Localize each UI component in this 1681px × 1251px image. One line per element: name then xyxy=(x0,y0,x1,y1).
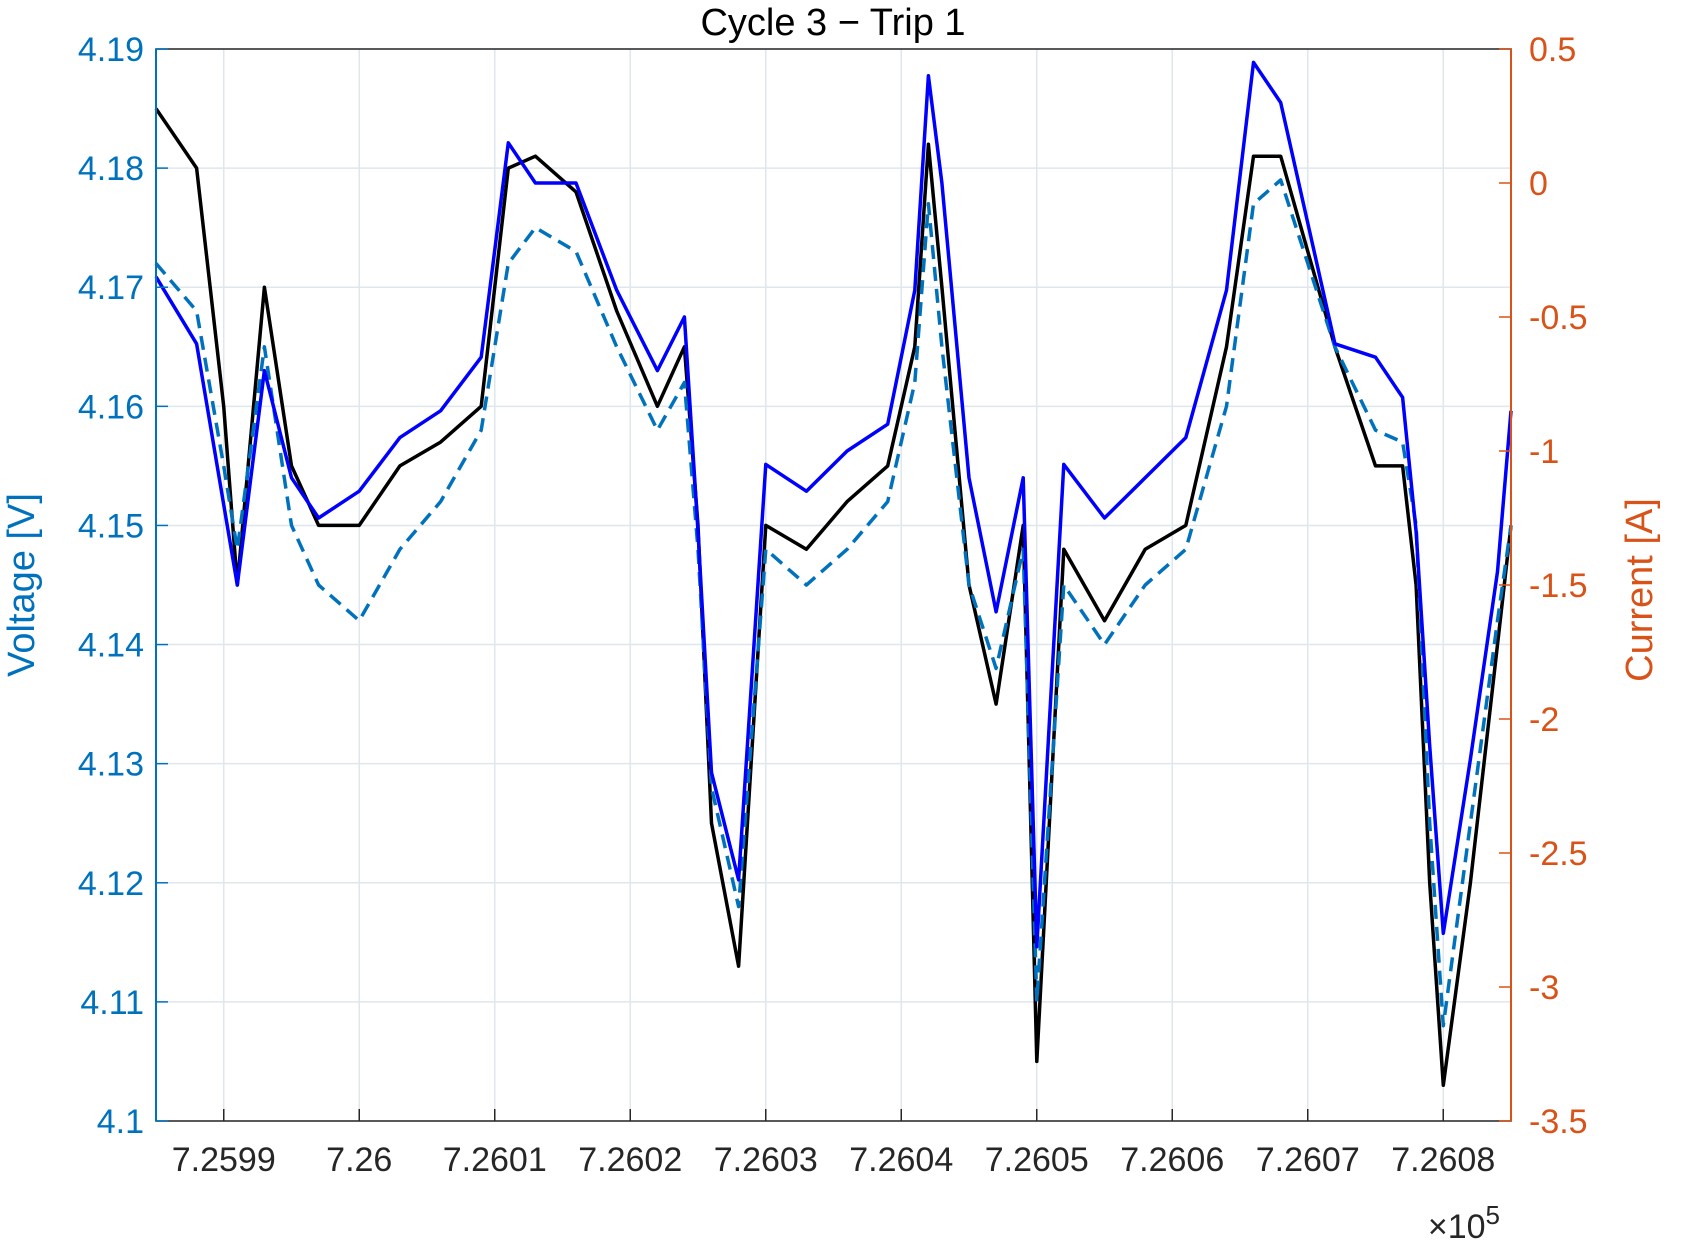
x-tick-label: 7.2603 xyxy=(714,1141,818,1179)
x-tick-label: 7.2605 xyxy=(985,1141,1089,1179)
left-tick-label: 4.15 xyxy=(78,507,144,545)
current-series-blue xyxy=(154,60,1513,949)
voltage-series-black xyxy=(154,107,1513,1088)
right-tick-label: -3.5 xyxy=(1529,1103,1588,1141)
left-axis-label: Voltage [V] xyxy=(1,493,43,677)
right-tick-label: 0 xyxy=(1529,165,1548,203)
grid-lines xyxy=(156,48,1511,1122)
x-tick-label: 7.2599 xyxy=(172,1141,276,1179)
x-tick-label: 7.2607 xyxy=(1256,1141,1360,1179)
right-tick-label: -3 xyxy=(1529,969,1559,1007)
x-tick-label: 7.2604 xyxy=(849,1141,953,1179)
right-tick-label: -2 xyxy=(1529,701,1559,739)
x-tick-label: 7.26 xyxy=(326,1141,392,1179)
right-tick-label: -1 xyxy=(1529,433,1559,471)
right-tick-label: -2.5 xyxy=(1529,835,1588,873)
right-tick-label: -0.5 xyxy=(1529,299,1588,337)
right-axis-label: Current [A] xyxy=(1619,498,1661,682)
right-tick-label: -1.5 xyxy=(1529,567,1588,605)
left-tick-label: 4.14 xyxy=(78,627,144,665)
x-tick-label: 7.2602 xyxy=(578,1141,682,1179)
left-tick-label: 4.16 xyxy=(78,388,144,426)
chart-title: Cycle 3 − Trip 1 xyxy=(700,2,965,44)
x-tick-label: 7.2608 xyxy=(1391,1141,1495,1179)
left-tick-label: 4.19 xyxy=(78,31,144,69)
left-tick-label: 4.11 xyxy=(80,984,144,1022)
x-axis-exponent: ×105 xyxy=(1428,1200,1500,1246)
x-tick-label: 7.2601 xyxy=(443,1141,547,1179)
x-tick-label: 7.2606 xyxy=(1120,1141,1224,1179)
left-tick-label: 4.13 xyxy=(78,746,144,784)
axes-layer: 7.2599 7.26 7.2601 7.2602 7.2603 7.2604 7.2605… xyxy=(78,31,1588,1179)
voltage-series-dashed xyxy=(154,178,1513,1028)
left-tick-label: 4.1 xyxy=(97,1103,144,1141)
left-tick-label: 4.18 xyxy=(78,150,144,188)
left-tick-label: 4.12 xyxy=(78,865,144,903)
series-layer xyxy=(154,60,1513,1088)
x-exponent-power: 5 xyxy=(1486,1200,1500,1230)
x-exponent-base: ×10 xyxy=(1428,1208,1486,1246)
right-tick-label: 0.5 xyxy=(1529,31,1576,69)
left-tick-label: 4.17 xyxy=(78,269,144,307)
